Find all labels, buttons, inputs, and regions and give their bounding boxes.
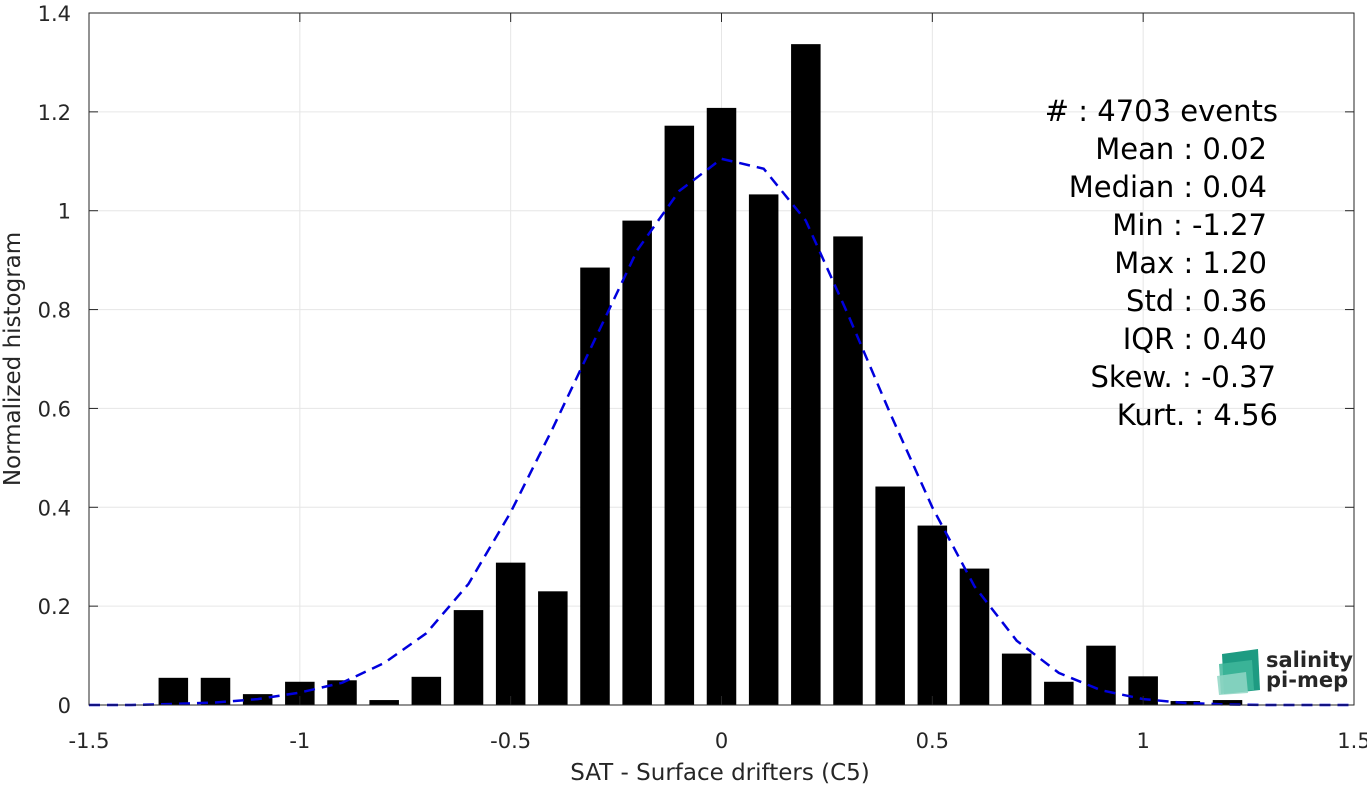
stats-line: Min : -1.27 <box>1112 208 1267 242</box>
y-tick-label: 0.6 <box>38 397 71 421</box>
histogram-bar <box>1001 653 1032 705</box>
stats-line: Std : 0.36 <box>1126 284 1267 318</box>
y-tick-label: 1 <box>58 200 71 224</box>
stats-line: Kurt. : 4.56 <box>1117 398 1278 432</box>
stats-box: # : 4703 events Mean : 0.02 Median : 0.04 M… <box>1045 94 1278 432</box>
histogram-bar <box>495 562 526 705</box>
logo-text-line2: pi-mep <box>1266 668 1348 692</box>
stats-line: # : 4703 events <box>1045 94 1278 128</box>
histogram-bar <box>1212 700 1243 705</box>
stats-line: IQR : 0.40 <box>1123 322 1267 356</box>
y-tick-label: 0.4 <box>38 496 71 520</box>
histogram-bar <box>917 525 948 705</box>
x-tick-label: 0.5 <box>916 729 949 753</box>
x-tick-label: 1 <box>1136 729 1149 753</box>
salinity-pimep-logo: salinity pi-mep <box>1217 648 1353 695</box>
stats-line: Median : 0.04 <box>1069 170 1267 204</box>
histogram-bar <box>748 194 779 705</box>
y-tick-label: 1.2 <box>38 101 71 125</box>
histogram-bar <box>369 700 399 705</box>
histogram-bar <box>622 220 652 705</box>
histogram-bar <box>833 236 863 705</box>
x-tick-label: 1.5 <box>1337 729 1367 753</box>
histogram-bar <box>664 125 695 705</box>
histogram-bar <box>959 568 990 705</box>
x-tick-label: -0.5 <box>490 729 531 753</box>
histogram-bar <box>791 44 821 705</box>
x-tick-label: -1.5 <box>69 729 110 753</box>
x-axis-ticks: -1.5 -1 -0.5 0 0.5 1 1.5 <box>69 13 1367 753</box>
x-axis-label: SAT - Surface drifters (C5) <box>570 760 870 785</box>
y-axis-ticks: 0 0.2 0.4 0.6 0.8 1 1.2 1.4 <box>38 2 1354 718</box>
histogram-bar <box>453 610 484 705</box>
y-tick-label: 0.8 <box>38 299 71 323</box>
x-tick-label: -1 <box>289 729 310 753</box>
x-tick-label: 0 <box>715 729 728 753</box>
histogram-bar <box>875 486 905 705</box>
histogram-bar <box>158 677 189 705</box>
histogram-bar <box>538 591 568 705</box>
stats-line: Skew. : -0.37 <box>1090 360 1276 394</box>
stats-line: Max : 1.20 <box>1114 246 1267 280</box>
histogram-bar <box>1086 645 1116 705</box>
y-tick-label: 0.2 <box>38 595 71 619</box>
histogram-bars <box>158 44 1243 706</box>
y-tick-label: 0 <box>58 694 71 718</box>
histogram-bar <box>706 107 737 706</box>
histogram-bar <box>411 676 442 705</box>
logo-text-line1: salinity <box>1266 648 1353 672</box>
logo-icon <box>1217 649 1260 695</box>
histogram-bar <box>580 267 610 705</box>
histogram-bar <box>1044 681 1074 705</box>
y-axis-label: Normalized histogram <box>0 232 26 486</box>
stats-line: Mean : 0.02 <box>1095 132 1267 166</box>
y-tick-label: 1.4 <box>38 2 71 26</box>
histogram-bar <box>285 681 315 705</box>
